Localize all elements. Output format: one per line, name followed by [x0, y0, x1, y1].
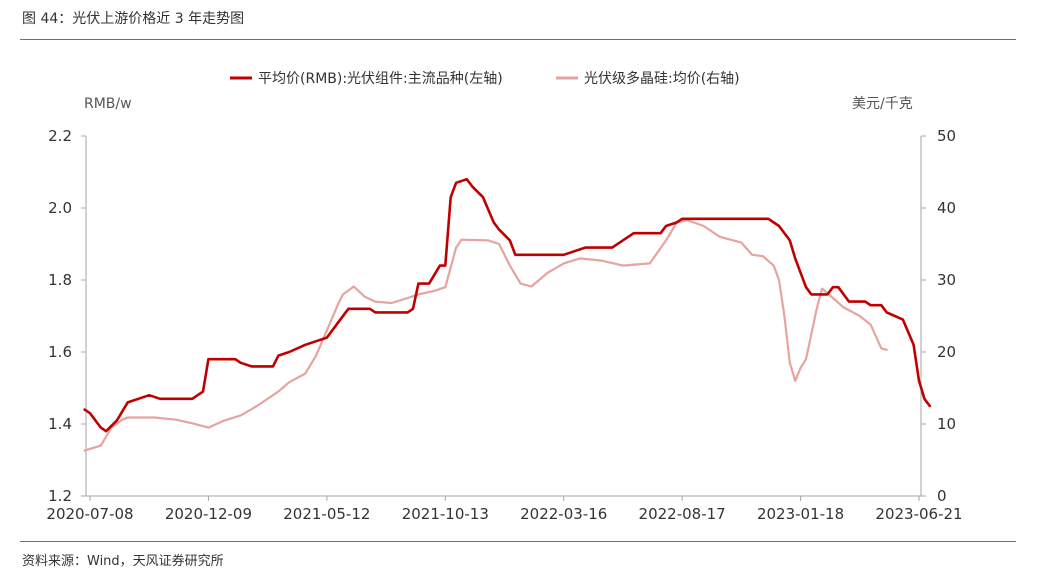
x-tick-label: 2022-03-16 [520, 505, 607, 523]
right-axis-unit: 美元/千克 [852, 96, 913, 112]
right-tick-label: 30 [937, 271, 956, 289]
series-line-module [83, 177, 932, 433]
right-tick-label: 0 [937, 487, 947, 505]
x-tick-label: 2021-05-12 [283, 505, 370, 523]
x-tick-label: 2021-10-13 [402, 505, 489, 523]
left-axis-unit: RMB/w [84, 96, 132, 112]
x-tick-label: 2023-06-21 [875, 505, 962, 523]
left-tick-label: 1.2 [48, 487, 72, 505]
axes: 1.2 1.4 1.6 1.8 2.0 2.2 0 10 20 30 40 50 2020-07-08 2… [46, 127, 962, 523]
right-tick-label: 10 [937, 415, 956, 433]
left-tick-label: 1.8 [48, 271, 72, 289]
figure-title: 图 44：光伏上游价格近 3 年走势图 [22, 11, 245, 27]
x-tick-label: 2023-01-18 [757, 505, 844, 523]
right-tick-label: 40 [937, 199, 956, 217]
legend-label-polysilicon: 光伏级多晶硅:均价(右轴) [584, 70, 740, 87]
x-tick-label: 2020-07-08 [46, 505, 133, 523]
title-rule [20, 39, 1016, 40]
left-tick-label: 1.4 [48, 415, 72, 433]
series-line-polysilicon [83, 219, 888, 452]
source-note: 资料来源：Wind，天风证券研究所 [22, 554, 224, 569]
right-tick-label: 50 [937, 127, 956, 145]
series-layer [83, 177, 932, 452]
legend-label-module: 平均价(RMB):光伏组件:主流品种(左轴) [258, 71, 503, 87]
x-tick-label: 2022-08-17 [639, 505, 726, 523]
left-tick-label: 2.2 [48, 127, 72, 145]
x-tick-label: 2020-12-09 [165, 505, 252, 523]
left-tick-label: 1.6 [48, 343, 72, 361]
left-tick-label: 2.0 [48, 199, 72, 217]
legend: 平均价(RMB):光伏组件:主流品种(左轴) 光伏级多晶硅:均价(右轴) [230, 70, 740, 87]
right-tick-label: 20 [937, 343, 956, 361]
source-rule [20, 541, 1016, 542]
